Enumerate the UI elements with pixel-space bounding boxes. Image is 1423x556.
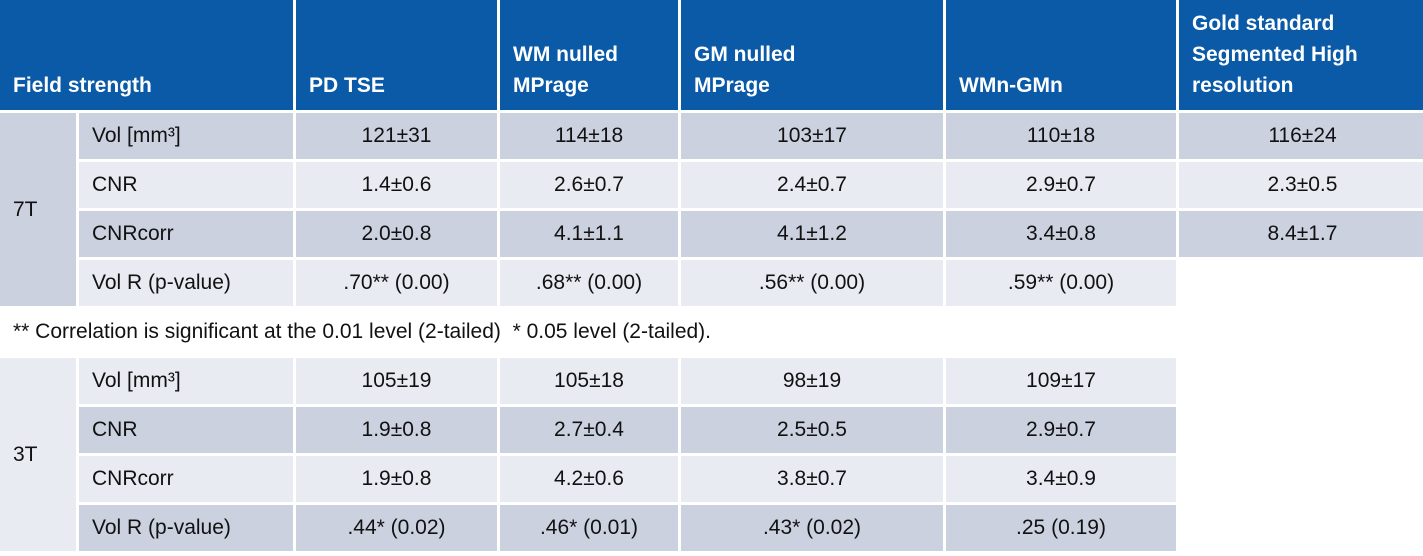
table-cell: 2.4±0.7 [678, 159, 946, 211]
header-wmn-gmn: WMn-GMn [943, 0, 1179, 113]
table-cell: 98±19 [678, 355, 946, 407]
field-strength-label-3t: 3T [0, 355, 79, 554]
field-strength-label-7t: 7T [0, 110, 79, 309]
table-row-7t-volr: Vol R (p-value) .70** (0.00) .68** (0.00… [0, 257, 1423, 309]
table-row-3t-cnr: CNR 1.9±0.8 2.7±0.4 2.5±0.5 2.9±0.7 [0, 404, 1423, 456]
table-cell: .59** (0.00) [943, 257, 1179, 309]
table-cell: .68** (0.00) [497, 257, 681, 309]
table-cell: 2.0±0.8 [293, 208, 500, 260]
table-cell: 2.3±0.5 [1176, 159, 1423, 211]
table-row-7t-cnr: CNR 1.4±0.6 2.6±0.7 2.4±0.7 2.9±0.7 2.3±… [0, 159, 1423, 211]
table-cell: 4.1±1.2 [678, 208, 946, 260]
table-cell-empty [1176, 453, 1423, 505]
table-cell: 105±18 [497, 355, 681, 407]
table-cell: .56** (0.00) [678, 257, 946, 309]
header-gm-nulled-mprage: GM nulled MPrage [678, 0, 946, 113]
table-cell: 2.5±0.5 [678, 404, 946, 456]
table-cell: 114±18 [497, 110, 681, 162]
table-cell: .25 (0.19) [943, 502, 1179, 554]
table-row-3t-vol: 3T Vol [mm³] 105±19 105±18 98±19 109±17 [0, 355, 1423, 554]
table-cell: 2.7±0.4 [497, 404, 681, 456]
table-cell: 109±17 [943, 355, 1179, 407]
table-cell: 1.9±0.8 [293, 453, 500, 505]
row-header-cnr: CNR [76, 159, 296, 211]
table-cell-empty [1176, 257, 1423, 309]
table-cell: 103±17 [678, 110, 946, 162]
table-cell: 4.2±0.6 [497, 453, 681, 505]
row-header-cnrcorr: CNRcorr [76, 208, 296, 260]
table-row-3t-cnrcorr: CNRcorr 1.9±0.8 4.2±0.6 3.8±0.7 3.4±0.9 [0, 453, 1423, 505]
table-cell: 3.4±0.8 [943, 208, 1179, 260]
table-cell: 121±31 [293, 110, 500, 162]
table-cell: 3.4±0.9 [943, 453, 1179, 505]
table-cell: .46* (0.01) [497, 502, 681, 554]
row-header-vol: Vol [mm³] [76, 110, 296, 162]
header-wm-nulled-mprage: WM nulled MPrage [497, 0, 681, 113]
row-header-cnrcorr: CNRcorr [76, 453, 296, 505]
row-header-volr: Vol R (p-value) [76, 257, 296, 309]
table-cell-empty [1176, 502, 1423, 554]
table-cell: 2.9±0.7 [943, 159, 1179, 211]
table-cell: .43* (0.02) [678, 502, 946, 554]
table-cell-empty [1176, 404, 1423, 456]
table-cell: 116±24 [1176, 110, 1423, 162]
table-cell: 2.6±0.7 [497, 159, 681, 211]
table-cell: 110±18 [943, 110, 1179, 162]
table-cell: 3.8±0.7 [678, 453, 946, 505]
significance-footnote: ** Correlation is significant at the 0.0… [0, 306, 1423, 358]
table-row-7t-vol: 7T Vol [mm³] 121±31 114±18 103±17 110±18… [0, 110, 1423, 309]
table-cell: 1.4±0.6 [293, 159, 500, 211]
row-header-volr: Vol R (p-value) [76, 502, 296, 554]
table-cell: 105±19 [293, 355, 500, 407]
row-header-vol: Vol [mm³] [76, 355, 296, 407]
table-cell: .70** (0.00) [293, 257, 500, 309]
table-cell: 4.1±1.1 [497, 208, 681, 260]
table-cell: 8.4±1.7 [1176, 208, 1423, 260]
table-row-3t-volr: Vol R (p-value) .44* (0.02) .46* (0.01) … [0, 502, 1423, 554]
header-gold-standard: Gold standard Segmented High resolution [1176, 0, 1423, 113]
header-pd-tse: PD TSE [293, 0, 500, 113]
table-row-7t-cnrcorr: CNRcorr 2.0±0.8 4.1±1.1 4.1±1.2 3.4±0.8 … [0, 208, 1423, 260]
footnote-row: ** Correlation is significant at the 0.0… [0, 306, 1423, 358]
header-row: Field strength PD TSE WM nulled MPrage G… [0, 0, 1423, 113]
header-field-strength: Field strength [0, 0, 296, 113]
table-cell: .44* (0.02) [293, 502, 500, 554]
row-header-cnr: CNR [76, 404, 296, 456]
table-cell-empty [1176, 355, 1423, 407]
table-cell: 2.9±0.7 [943, 404, 1179, 456]
table-cell: 1.9±0.8 [293, 404, 500, 456]
